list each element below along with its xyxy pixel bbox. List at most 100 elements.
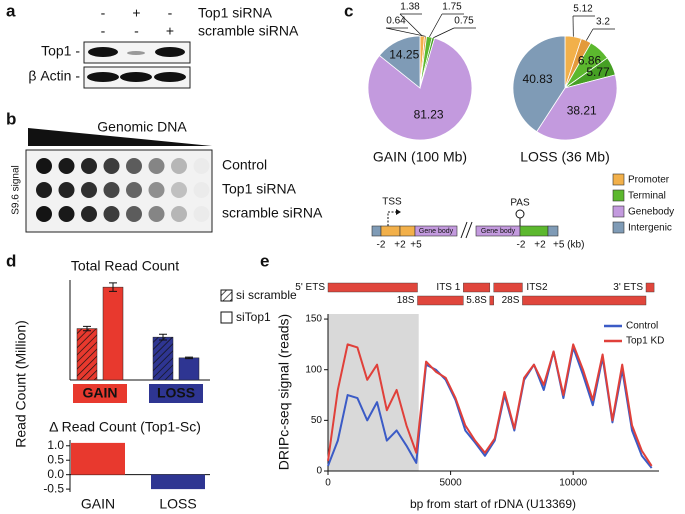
value-label: 5.12: [573, 4, 593, 15]
region-bar: [489, 295, 494, 306]
blot-band: [155, 47, 185, 57]
dot: [193, 158, 210, 174]
region-bar: [493, 282, 523, 293]
legend-swatch: [612, 173, 625, 186]
legend-swatch: [220, 311, 233, 324]
blot-row-label: Top1 -: [41, 43, 80, 59]
bar: [178, 357, 200, 381]
region-label: 5' ETS: [295, 282, 325, 293]
treatment-label: scramble siRNA: [198, 23, 299, 39]
leader-line: [399, 13, 423, 37]
x-tick-label: 10000: [559, 478, 587, 489]
legend-label: Control: [626, 321, 658, 332]
panel-label: c: [344, 1, 353, 20]
bar: [151, 474, 205, 490]
panel-label: d: [6, 251, 16, 270]
legend-swatch: [612, 189, 625, 202]
dot: [103, 182, 120, 198]
gene-box: [399, 225, 416, 237]
dot: [58, 182, 75, 198]
pie-slice: [378, 35, 421, 89]
dot: [126, 182, 142, 198]
region-label: 18S: [397, 295, 415, 306]
dot: [36, 206, 52, 222]
dot-row-label: Top1 siRNA: [222, 181, 297, 197]
value-label: 14.25: [389, 47, 419, 61]
bar: [102, 286, 124, 381]
chart-title: Δ Read Count (Top1-Sc): [49, 419, 201, 435]
dot: [81, 158, 97, 174]
y-axis-title: DRIPc-seq signal (reads): [276, 314, 292, 470]
y-tick-label: 1.0: [47, 438, 64, 452]
dot: [171, 182, 187, 198]
leader-line: [433, 27, 455, 39]
dot: [148, 206, 165, 222]
legend-label: si scramble: [236, 288, 297, 302]
legend-label: Top1 KD: [626, 336, 664, 347]
dot: [36, 158, 52, 174]
region-label: 3' ETS: [613, 282, 643, 293]
x-axis-title: bp from start of rDNA (U13369): [410, 497, 576, 511]
bar: [71, 442, 125, 475]
y-tick-label: -0.5: [43, 481, 64, 495]
error-bar: [159, 333, 167, 341]
gene-box: [547, 225, 559, 237]
dot-row-label: scramble siRNA: [222, 205, 323, 221]
region-bar: [463, 282, 491, 293]
treatment-sign: -: [168, 5, 173, 21]
region-bar: [645, 282, 655, 293]
y-tick-label: 0.0: [47, 467, 64, 481]
y-axis-title: Read Count (Million): [13, 320, 29, 448]
y-tick-label: 50: [311, 415, 323, 426]
legend-label: Terminal: [628, 191, 666, 202]
blot-row-label: β Actin -: [28, 68, 80, 84]
break: [465, 221, 473, 239]
x-tick-label: LOSS: [159, 496, 196, 512]
blot-band: [88, 47, 118, 57]
dots: [36, 158, 210, 222]
legend-label: siTop1: [236, 310, 271, 324]
region-bar: [417, 295, 464, 306]
leader-line: [429, 13, 443, 38]
dot-row-label: Control: [222, 157, 267, 173]
y-tick-label: 150: [305, 314, 322, 325]
legend-label: Intergenic: [628, 223, 672, 234]
leader-line: [586, 28, 594, 41]
x-tick-label: LOSS: [157, 385, 195, 401]
value-label: 81.23: [414, 107, 444, 121]
error-bar: [185, 356, 193, 360]
treatment-sign: +: [166, 23, 174, 39]
region-label: ITS2: [526, 282, 548, 293]
x-tick-label: 5000: [439, 478, 462, 489]
gene-diagram: Gene body Gene body TSS PAS -2 +2 +5 -2 …: [371, 197, 584, 251]
value-label: 0.75: [454, 16, 474, 27]
gene-tick: -2: [517, 240, 526, 251]
region-label: 28S: [502, 295, 520, 306]
treatment-sign: +: [132, 5, 140, 21]
y-tick-label: 0.5: [47, 452, 64, 466]
dot: [171, 158, 187, 174]
gene-box: [380, 225, 401, 237]
highlight: [328, 314, 419, 471]
gene-tick: -2: [377, 240, 386, 251]
category-box: [73, 384, 127, 403]
gradient-wedge: [28, 128, 212, 146]
dot: [126, 158, 142, 174]
dot: [81, 182, 97, 198]
blot-band: [120, 72, 152, 82]
gene-box-label: Gene body: [419, 228, 454, 235]
legend-label: Genebody: [628, 207, 674, 218]
region-label: ITS 1: [436, 282, 460, 293]
value-label: 40.83: [523, 72, 553, 86]
side-label: S9.6 signal: [11, 165, 22, 214]
dot: [171, 206, 187, 222]
legend-swatch: [612, 205, 625, 218]
blot-band: [87, 72, 119, 82]
dot: [148, 158, 165, 174]
treatment-sign: -: [101, 23, 106, 39]
bar-hatch: [77, 328, 97, 380]
treatment-sign: -: [134, 23, 139, 39]
leader-line: [385, 27, 426, 37]
